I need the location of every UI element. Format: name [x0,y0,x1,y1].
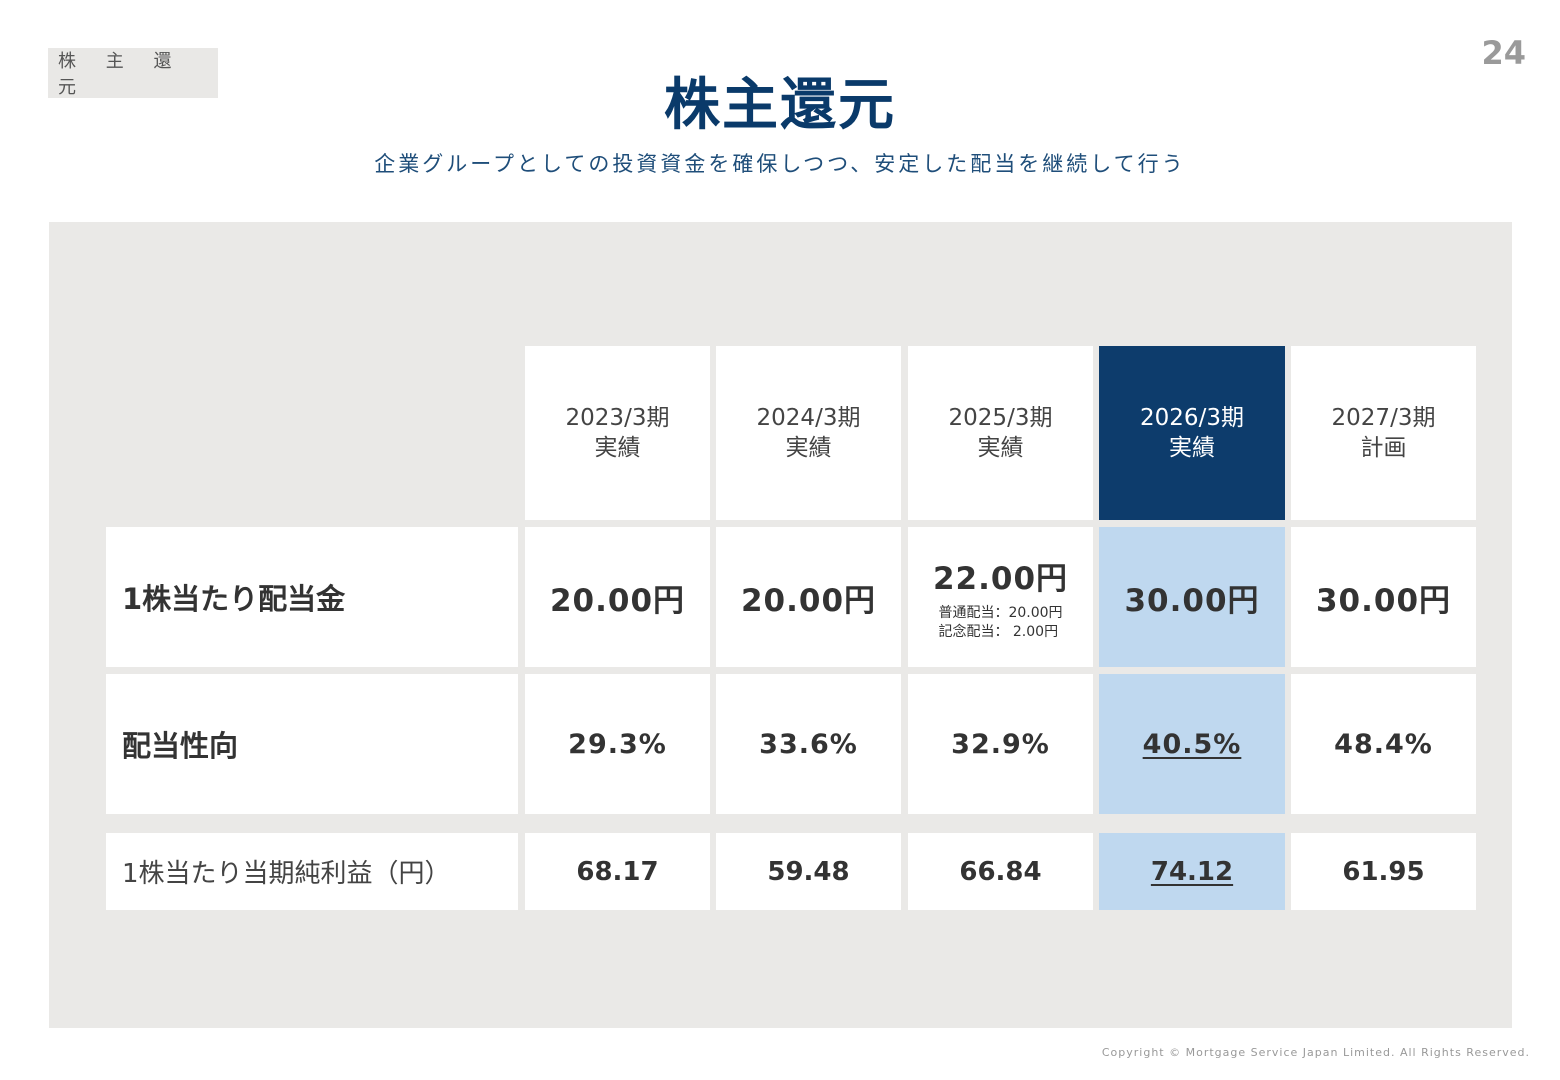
dividend-value: 30.00円 [1315,582,1452,619]
column-header-2025: 2025/3期 実績 [908,346,1093,520]
dividend-value: 22.00円 [932,560,1069,597]
row-label-dividend: 1株当たり配当金 [106,527,518,667]
column-period: 2027/3期 [1331,405,1436,431]
page-number: 24 [1481,34,1526,72]
eps-cell-2026: 74.12 [1099,833,1285,910]
row-label-payout: 配当性向 [106,674,518,814]
column-header-2026: 2026/3期 実績 [1099,346,1285,520]
dividend-cell-2024: 20.00円 [716,527,901,667]
column-status: 計画 [1360,435,1407,461]
payout-cell-2027: 48.4% [1291,674,1476,814]
column-header-2024: 2024/3期 実績 [716,346,901,520]
dividend-value: 20.00円 [549,582,686,619]
payout-value: 32.9% [951,728,1050,760]
eps-cell-2023: 68.17 [525,833,710,910]
section-tag: 株 主 還 元 [48,48,218,98]
dividend-label: 1株当たり配当金 [122,582,346,616]
payout-value: 40.5% [1142,728,1242,760]
eps-value: 74.12 [1150,856,1234,887]
column-period: 2024/3期 [756,405,861,431]
column-status: 実績 [594,435,641,461]
eps-value: 68.17 [576,856,659,887]
dividend-value: 30.00円 [1124,582,1260,619]
eps-cell-2027: 61.95 [1291,833,1476,910]
column-period: 2025/3期 [948,405,1053,431]
dividend-breakdown-note: 普通配当：20.00円 記念配当： 2.00円 [938,604,1062,642]
commemorative-dividend-note: 記念配当： 2.00円 [938,623,1059,640]
eps-cell-2025: 66.84 [908,833,1093,910]
payout-label: 配当性向 [122,729,239,763]
dividend-cell-2027: 30.00円 [1291,527,1476,667]
page-title: 株主還元 [664,73,896,138]
eps-value: 66.84 [959,856,1042,887]
column-status: 実績 [977,435,1024,461]
eps-cell-2024: 59.48 [716,833,901,910]
payout-cell-2023: 29.3% [525,674,710,814]
column-period: 2026/3期 [1140,405,1244,431]
column-header-2023: 2023/3期 実績 [525,346,710,520]
dividend-cell-2026: 30.00円 [1099,527,1285,667]
dividend-value: 20.00円 [740,582,877,619]
column-status: 実績 [785,435,832,461]
column-status: 実績 [1169,435,1215,461]
dividend-cell-2023: 20.00円 [525,527,710,667]
eps-value: 61.95 [1342,856,1425,887]
column-period: 2023/3期 [565,405,670,431]
eps-value: 59.48 [767,856,850,887]
copyright-notice: Copyright © Mortgage Service Japan Limit… [1101,1046,1530,1059]
payout-value: 29.3% [568,728,667,760]
page-subtitle: 企業グループとしての投資資金を確保しつつ、安定した配当を継続して行う [374,152,1186,176]
payout-cell-2025: 32.9% [908,674,1093,814]
dividend-cell-2025: 22.00円 普通配当：20.00円 記念配当： 2.00円 [908,527,1093,667]
row-label-eps: 1株当たり当期純利益（円） [106,833,518,910]
regular-dividend-note: 普通配当：20.00円 [938,604,1063,621]
eps-label: 1株当たり当期純利益（円） [122,859,451,889]
payout-cell-2026: 40.5% [1099,674,1285,814]
payout-cell-2024: 33.6% [716,674,901,814]
payout-value: 48.4% [1334,728,1433,760]
dividend-table-panel: 2023/3期 実績 2024/3期 実績 2025/3期 実績 2026/3期… [49,222,1512,1028]
column-header-2027: 2027/3期 計画 [1291,346,1476,520]
payout-value: 33.6% [759,728,858,760]
